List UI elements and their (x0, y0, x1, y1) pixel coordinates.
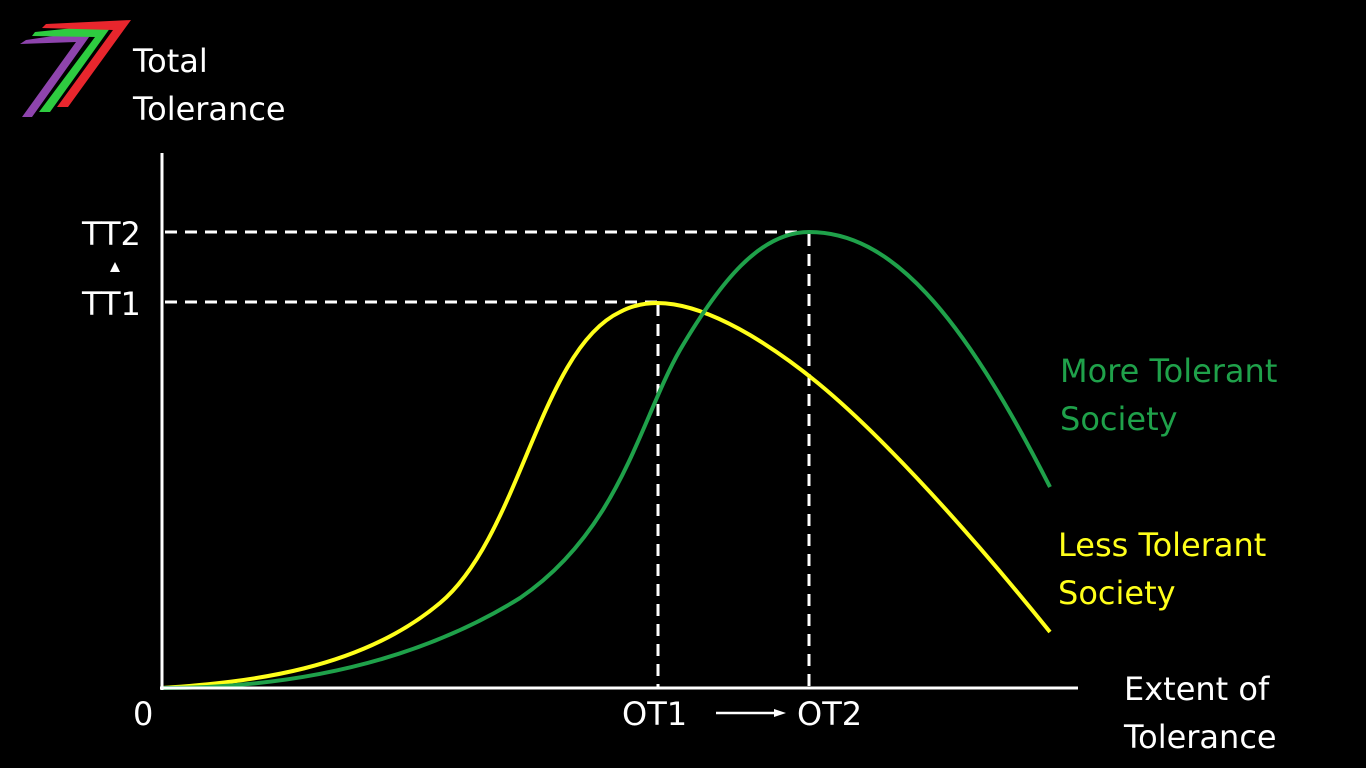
less-tolerant-label-line2: Society (1058, 574, 1176, 612)
ot1-tick-label: OT1 (622, 695, 688, 733)
ot-shift-arrow (716, 709, 786, 717)
x-axis-label: Extent of Tolerance (1124, 665, 1277, 761)
tt2-tick-label: TT2 (82, 215, 141, 253)
more-tolerant-curve (161, 229, 1052, 690)
y-axis-label-line2: Tolerance (133, 90, 286, 128)
ot2-tick-label: OT2 (797, 695, 863, 733)
seven-stripe-logo (20, 20, 131, 117)
less-tolerant-curve (161, 301, 1052, 690)
y-axis-label-line1: Total (133, 42, 208, 80)
origin-label: 0 (133, 695, 154, 733)
logo-stripe-green (32, 24, 113, 112)
more-tolerant-label-line1: More Tolerant (1060, 352, 1278, 390)
tt-increase-arrow (110, 262, 120, 272)
more-tolerant-label-line2: Society (1060, 400, 1178, 438)
tt1-tick-label: TT1 (82, 285, 141, 323)
x-axis-label-line2: Tolerance (1124, 718, 1277, 756)
x-axis-label-line1: Extent of (1124, 670, 1270, 708)
y-axis-label: Total Tolerance (133, 37, 286, 133)
less-tolerant-legend: Less Tolerant Society (1058, 521, 1266, 617)
more-tolerant-legend: More Tolerant Society (1060, 347, 1277, 443)
less-tolerant-label-line1: Less Tolerant (1058, 526, 1267, 564)
logo-stripe-red (42, 20, 131, 107)
logo-stripe-purple (20, 30, 94, 117)
